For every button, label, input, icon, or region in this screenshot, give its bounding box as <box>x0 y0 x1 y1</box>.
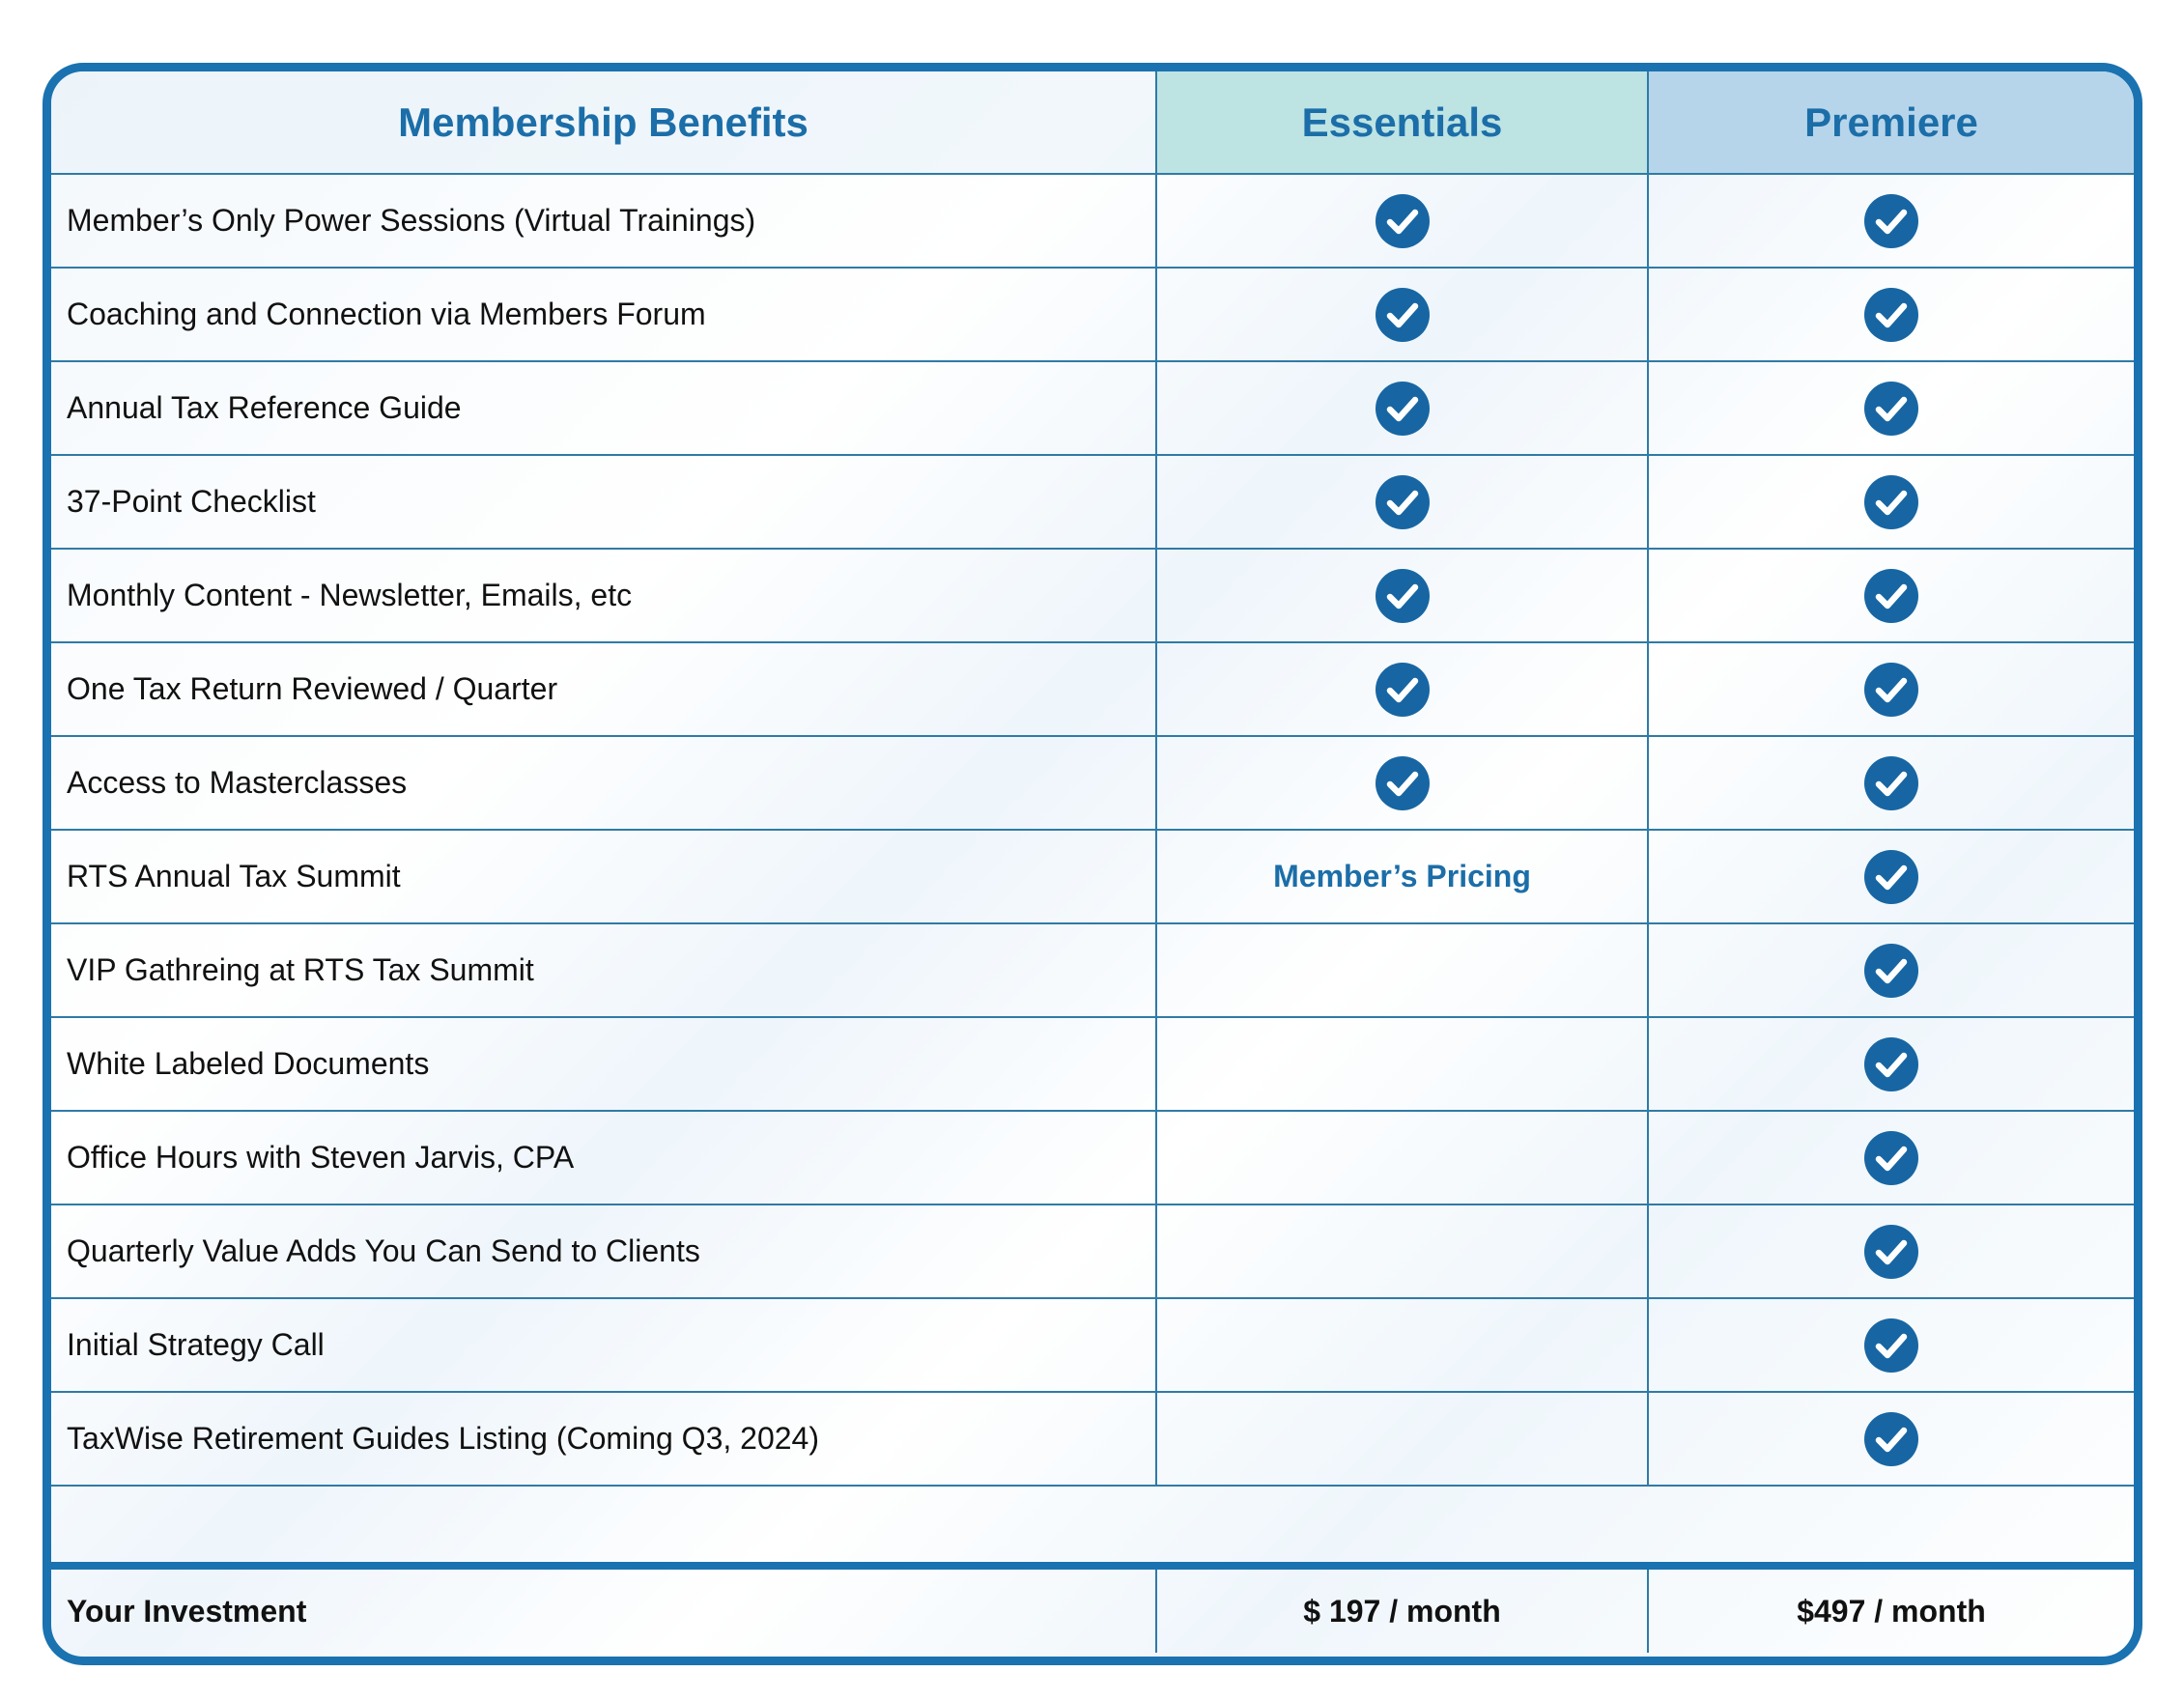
plan-cell <box>1155 454 1649 550</box>
header-cell: Essentials <box>1155 71 1649 175</box>
footer-row: Your Investment $ 197 / month $497 / month <box>51 1562 2134 1653</box>
table-body: Member’s Only Power Sessions (Virtual Tr… <box>51 173 2134 1653</box>
check-icon <box>1375 755 1430 810</box>
check-icon <box>1864 849 1918 904</box>
benefit-cell: Office Hours with Steven Jarvis, CPA <box>51 1110 1157 1205</box>
benefit-row: Office Hours with Steven Jarvis, CPA <box>51 1110 2134 1205</box>
plan-cell <box>1647 829 2134 924</box>
check-icon <box>1864 943 1918 998</box>
check-icon <box>1864 1411 1918 1466</box>
plan-note: Member’s Pricing <box>1273 859 1531 893</box>
plan-cell <box>1647 360 2134 456</box>
benefit-row: Member’s Only Power Sessions (Virtual Tr… <box>51 173 2134 269</box>
check-icon <box>1864 662 1918 717</box>
check-icon <box>1864 193 1918 248</box>
plan-cell <box>1155 1110 1649 1205</box>
comparison-table: Membership Benefits Essentials Premiere … <box>43 63 2142 1665</box>
plan-cell <box>1155 1297 1649 1393</box>
check-icon <box>1864 1130 1918 1185</box>
plan-cell <box>1155 641 1649 737</box>
header-cell: Membership Benefits <box>51 71 1157 175</box>
check-icon <box>1864 755 1918 810</box>
benefit-cell: VIP Gathreing at RTS Tax Summit <box>51 922 1157 1018</box>
benefit-cell: Access to Masterclasses <box>51 735 1157 831</box>
plan-cell <box>1155 1016 1649 1112</box>
benefit-row: VIP Gathreing at RTS Tax Summit <box>51 922 2134 1018</box>
header-cell: Premiere <box>1647 71 2134 175</box>
benefit-cell: Quarterly Value Adds You Can Send to Cli… <box>51 1204 1157 1299</box>
plan-cell <box>1647 1110 2134 1205</box>
plan-cell <box>1155 360 1649 456</box>
benefit-row: Access to Masterclasses <box>51 735 2134 831</box>
plan-cell <box>1155 922 1649 1018</box>
plan-cell <box>1647 267 2134 362</box>
plan-cell <box>1647 735 2134 831</box>
benefit-cell: One Tax Return Reviewed / Quarter <box>51 641 1157 737</box>
footer-label: Your Investment <box>51 1562 1157 1653</box>
benefit-cell: Monthly Content - Newsletter, Emails, et… <box>51 548 1157 643</box>
spacer-cell <box>51 1485 2134 1570</box>
benefit-cell: Coaching and Connection via Members Foru… <box>51 267 1157 362</box>
plan-cell <box>1155 267 1649 362</box>
check-icon <box>1864 474 1918 529</box>
benefit-cell: Annual Tax Reference Guide <box>51 360 1157 456</box>
benefit-row: TaxWise Retirement Guides Listing (Comin… <box>51 1391 2134 1487</box>
plan-cell <box>1647 641 2134 737</box>
plan-cell <box>1647 922 2134 1018</box>
plan-cell: Member’s Pricing <box>1155 829 1649 924</box>
price-cell: $497 / month <box>1647 1562 2134 1653</box>
benefit-row: 37-Point Checklist <box>51 454 2134 550</box>
plan-cell <box>1647 548 2134 643</box>
check-icon <box>1864 287 1918 342</box>
check-icon <box>1864 381 1918 436</box>
check-icon <box>1375 381 1430 436</box>
benefit-cell: White Labeled Documents <box>51 1016 1157 1112</box>
plan-cell <box>1647 1391 2134 1487</box>
plan-cell <box>1647 173 2134 269</box>
check-icon <box>1375 474 1430 529</box>
plan-cell <box>1155 548 1649 643</box>
benefit-cell: Initial Strategy Call <box>51 1297 1157 1393</box>
benefit-row: Annual Tax Reference Guide <box>51 360 2134 456</box>
benefit-row: Monthly Content - Newsletter, Emails, et… <box>51 548 2134 643</box>
benefit-cell: TaxWise Retirement Guides Listing (Comin… <box>51 1391 1157 1487</box>
plan-cell <box>1647 1297 2134 1393</box>
benefit-cell: Member’s Only Power Sessions (Virtual Tr… <box>51 173 1157 269</box>
plan-cell <box>1155 735 1649 831</box>
check-icon <box>1864 568 1918 623</box>
benefit-row: Quarterly Value Adds You Can Send to Cli… <box>51 1204 2134 1299</box>
spacer-row <box>51 1485 2134 1570</box>
price-cell: $ 197 / month <box>1155 1562 1649 1653</box>
check-icon <box>1375 287 1430 342</box>
check-icon <box>1375 662 1430 717</box>
plan-cell <box>1155 173 1649 269</box>
plan-cell <box>1155 1391 1649 1487</box>
benefit-row: Coaching and Connection via Members Foru… <box>51 267 2134 362</box>
check-icon <box>1864 1036 1918 1091</box>
benefit-row: White Labeled Documents <box>51 1016 2134 1112</box>
benefit-cell: 37-Point Checklist <box>51 454 1157 550</box>
check-icon <box>1864 1318 1918 1373</box>
check-icon <box>1864 1224 1918 1279</box>
check-icon <box>1375 193 1430 248</box>
benefit-row: Initial Strategy Call <box>51 1297 2134 1393</box>
benefit-cell: RTS Annual Tax Summit <box>51 829 1157 924</box>
plan-cell <box>1647 1204 2134 1299</box>
plan-cell <box>1647 1016 2134 1112</box>
table: Membership Benefits Essentials Premiere … <box>51 71 2134 1653</box>
check-icon <box>1375 568 1430 623</box>
plan-cell <box>1155 1204 1649 1299</box>
benefit-row: One Tax Return Reviewed / Quarter <box>51 641 2134 737</box>
plan-cell <box>1647 454 2134 550</box>
benefit-row: RTS Annual Tax Summit Member’s Pricing <box>51 829 2134 924</box>
